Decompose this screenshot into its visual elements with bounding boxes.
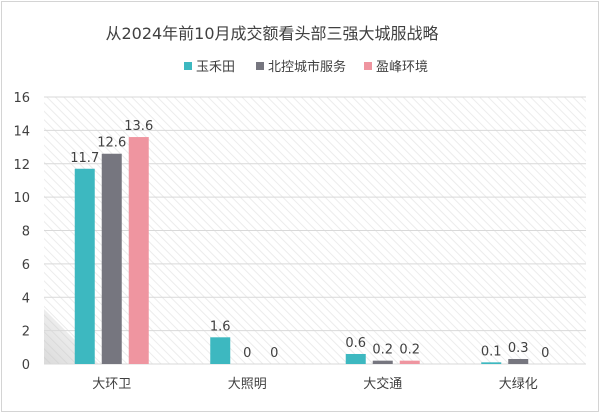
x-tick-label: 大交通 xyxy=(363,376,402,392)
y-tick-label: 12 xyxy=(13,158,30,173)
data-label: 13.6 xyxy=(124,119,153,134)
bar-2 xyxy=(372,360,393,364)
bar-1 xyxy=(74,168,95,364)
y-tick-label: 6 xyxy=(22,258,30,273)
legend-label: 盈峰环境 xyxy=(376,60,428,75)
bar-1 xyxy=(345,353,366,364)
bar-2 xyxy=(101,153,122,364)
data-label: 11.7 xyxy=(70,151,99,166)
legend: 玉禾田 北控城市服务 盈峰环境 xyxy=(184,59,428,75)
data-label: 12.6 xyxy=(97,136,126,151)
data-label: 1.6 xyxy=(210,319,231,334)
legend-swatch xyxy=(184,62,192,70)
y-tick-label: 4 xyxy=(22,291,30,306)
y-tick-label: 16 xyxy=(13,91,30,106)
bar-3 xyxy=(399,360,420,364)
chart-svg: 从2024年前10月成交额看头部三强大城服战略 玉禾田 北控城市服务 盈峰环境 0 2… xyxy=(13,24,586,392)
data-label: 0.3 xyxy=(508,341,529,356)
y-tick-label: 2 xyxy=(22,325,30,340)
y-tick-label: 0 xyxy=(22,358,30,373)
data-label: 0.2 xyxy=(372,343,393,358)
y-tick-label: 14 xyxy=(13,124,30,139)
data-label: 0 xyxy=(243,346,251,361)
data-label: 0 xyxy=(541,346,549,361)
y-tick-label: 10 xyxy=(13,191,30,206)
legend-label: 北控城市服务 xyxy=(268,59,346,75)
x-tick-label: 大照明 xyxy=(228,377,267,392)
data-label: 0 xyxy=(270,346,278,361)
bar-1 xyxy=(481,362,502,364)
chart-title: 从2024年前10月成交额看头部三强大城服战略 xyxy=(105,24,438,43)
bar-2 xyxy=(508,358,529,364)
data-label: 0.6 xyxy=(345,336,366,351)
y-tick-label: 8 xyxy=(22,225,30,240)
bar-1 xyxy=(210,337,231,364)
x-tick-label: 大环卫 xyxy=(92,377,131,392)
legend-swatch xyxy=(364,62,372,70)
legend-swatch xyxy=(256,62,264,70)
data-label: 0.1 xyxy=(481,344,502,359)
legend-label: 玉禾田 xyxy=(196,60,235,75)
bar-3 xyxy=(128,137,149,364)
data-label: 0.2 xyxy=(399,343,420,358)
plot-area: 0 2 4 6 8 10 12 14 16 11.712.6 13.6 大环卫 1.6 0 0 大照明 0.6 0… xyxy=(13,91,586,392)
x-tick-label: 大绿化 xyxy=(499,377,538,392)
